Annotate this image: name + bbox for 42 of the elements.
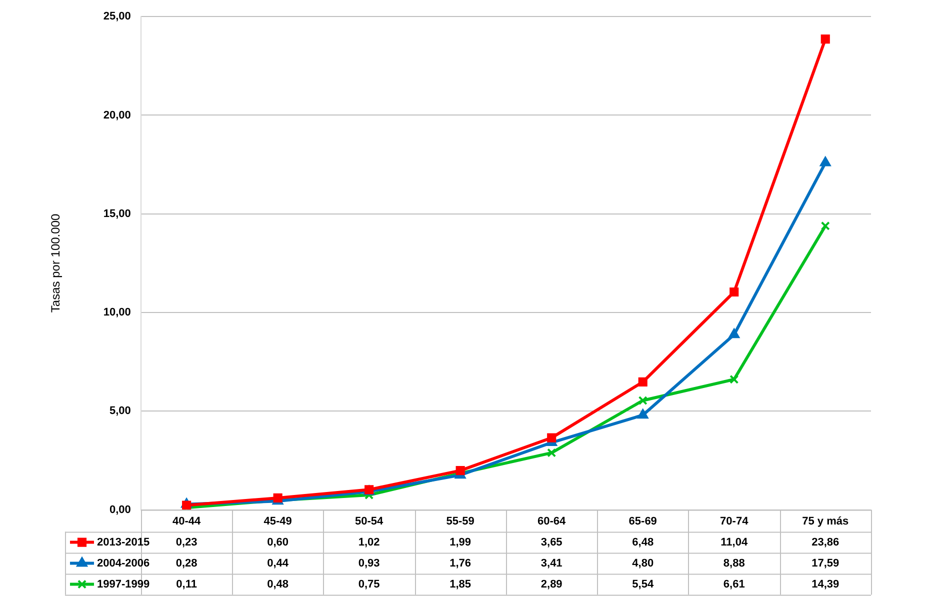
data-label: 0,60 [267,536,289,548]
data-label: 3,65 [540,536,562,548]
y-tick-label: 0,00 [110,504,131,516]
data-label: 4,80 [632,557,654,570]
data-label: 14,39 [812,578,840,590]
x-tick-label: 55-59 [446,515,474,528]
data-label: 0,28 [176,557,198,570]
data-label: 3,41 [540,557,562,570]
data-label: 6,48 [632,536,654,548]
x-tick-label: 50-54 [355,515,384,528]
data-label: 1,99 [450,536,472,548]
data-label: 2,89 [540,578,562,590]
y-axis-title: Tasas por 100.000 [48,214,63,313]
legend-label: 2004-2006 [97,557,150,570]
data-label: 8,88 [723,557,745,570]
data-label: 23,86 [812,536,840,548]
legend-label: 2013-2015 [97,536,150,548]
data-label: 5,54 [632,578,654,590]
x-tick-label: 65-69 [628,515,657,528]
y-tick-label: 15,00 [103,208,131,220]
data-label: 1,02 [358,536,380,548]
legend-label: 1997-1999 [97,578,150,590]
y-tick-label: 20,00 [103,109,131,122]
y-tick-label: 25,00 [103,10,131,23]
data-label: 0,44 [267,557,290,570]
x-tick-label: 75 y más [802,515,849,528]
x-tick-label: 60-64 [538,515,567,528]
data-label: 0,23 [176,536,198,548]
data-label: 1,76 [450,557,472,570]
y-tick-label: 10,00 [103,306,131,319]
data-label: 0,93 [358,557,380,570]
data-label: 0,48 [267,578,289,590]
data-label: 17,59 [812,557,840,570]
data-label: 0,11 [176,578,197,590]
data-label: 6,61 [723,578,745,590]
data-label: 0,75 [358,578,380,590]
data-label: 1,85 [450,578,472,590]
x-tick-label: 45-49 [264,515,292,528]
x-tick-label: 70-74 [720,515,750,528]
y-tick-label: 5,00 [110,405,131,418]
data-label: 11,04 [720,536,748,548]
x-tick-label: 40-44 [172,515,202,528]
